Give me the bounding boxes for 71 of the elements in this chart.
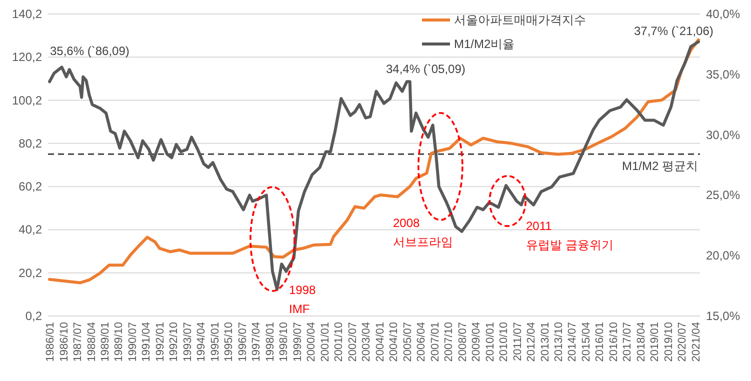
x-tick-label: 2000/04	[306, 322, 318, 362]
y2-tick-label: 25,0%	[706, 188, 740, 202]
x-tick-label: 2010/10	[498, 322, 510, 362]
x-tick-label: 1999/07	[292, 322, 304, 362]
x-tick-label: 2013/01	[539, 322, 552, 362]
x-tick-label: 1986/01	[44, 322, 57, 362]
x-tick-label: 2001/01	[319, 322, 332, 362]
y-tick-label: 40,2	[18, 222, 42, 237]
x-tick-label: 2004/10	[388, 322, 400, 362]
x-tick-label: 2005/07	[402, 322, 414, 362]
y-tick-label: 80,2	[18, 136, 42, 150]
x-tick-label: 1993/07	[182, 322, 194, 362]
x-tick-label: 2007/01	[429, 322, 442, 362]
y-tick-label: 0,2	[25, 309, 42, 323]
x-tick-label: 1987/07	[72, 322, 84, 362]
x-tick-label: 1995/01	[209, 322, 222, 362]
x-tick-label: 2009/04	[470, 322, 483, 362]
x-tick-label: 2004/01	[374, 322, 386, 362]
y2-tick-label: 40,0%	[706, 7, 740, 21]
annotation: 2011 유럽발 금융위기	[526, 219, 614, 252]
x-tick-label: 2013/10	[552, 322, 565, 362]
x-tick-label: 2014/07	[566, 322, 579, 362]
annotation: 1998 IMF	[289, 283, 316, 316]
x-tick-label: 2020/07	[676, 322, 689, 362]
x-tick-label: 1991/04	[140, 322, 153, 362]
y2-tick-label: 15,0%	[706, 309, 740, 323]
y2-tick-label: 20,0%	[706, 248, 740, 263]
x-tick-label: 1989/10	[113, 322, 126, 362]
y-tick-label: 140,2	[12, 7, 42, 21]
x-tick-label: 2019/10	[662, 322, 675, 362]
y-tick-label: 60,2	[18, 180, 42, 194]
x-tick-label: 2019/01	[649, 322, 662, 362]
x-tick-label: 2007/10	[443, 322, 456, 362]
x-tick-label: 2012/04	[526, 322, 538, 362]
x-tick-label: 1994/04	[196, 322, 208, 362]
x-tick-label: 2006/04	[416, 322, 428, 362]
x-tick-label: 1996/07	[236, 322, 249, 362]
x-tick-label: 2021/04	[690, 322, 702, 362]
x-tick-label: 2003/04	[360, 322, 373, 362]
x-tick-label: 1988/04	[86, 322, 98, 362]
x-tick-label: 1992/10	[168, 322, 180, 362]
annotation: 35,6% (`86,09)	[50, 44, 130, 58]
ref-line-label: M1/M2 평균치	[622, 159, 698, 174]
x-tick-label: 1992/01	[154, 322, 166, 362]
x-tick-label: 2010/01	[484, 322, 496, 362]
y2-tick-label: 30,0%	[706, 128, 740, 142]
x-tick-label: 1989/01	[99, 322, 112, 362]
x-tick-label: 2018/04	[635, 322, 648, 362]
x-tick-label: 2015/04	[580, 322, 592, 362]
y-tick-label: 100,2	[12, 93, 42, 108]
annotation: 2008 서브프라임	[393, 216, 453, 249]
x-tick-label: 1995/10	[223, 322, 236, 362]
x-tick-label: 1998/01	[264, 322, 276, 362]
x-tick-label: 1998/10	[278, 322, 290, 362]
x-tick-label: 2016/01	[594, 322, 606, 362]
y-tick-label: 20,2	[18, 266, 42, 280]
x-tick-label: 2008/07	[456, 322, 469, 362]
annotation: 37,7% (`21,06)	[634, 24, 714, 38]
x-tick-label: 1986/10	[58, 322, 70, 362]
x-tick-label: 1990/07	[126, 322, 139, 362]
y2-tick-label: 35,0%	[706, 67, 740, 82]
legend-label: 서울아파트매매가격지수	[454, 13, 586, 27]
annotation: 34,4% (`05,09)	[386, 62, 466, 76]
x-tick-label: 2002/07	[346, 322, 359, 362]
x-tick-label: 2016/10	[608, 322, 620, 362]
x-tick-label: 1997/04	[250, 322, 263, 362]
x-tick-label: 2011/07	[512, 322, 524, 361]
x-tick-label: 2017/07	[622, 322, 634, 362]
y-tick-label: 120,2	[12, 50, 42, 64]
legend-label: M1/M2비율	[454, 37, 515, 51]
x-tick-label: 2001/10	[333, 322, 346, 362]
